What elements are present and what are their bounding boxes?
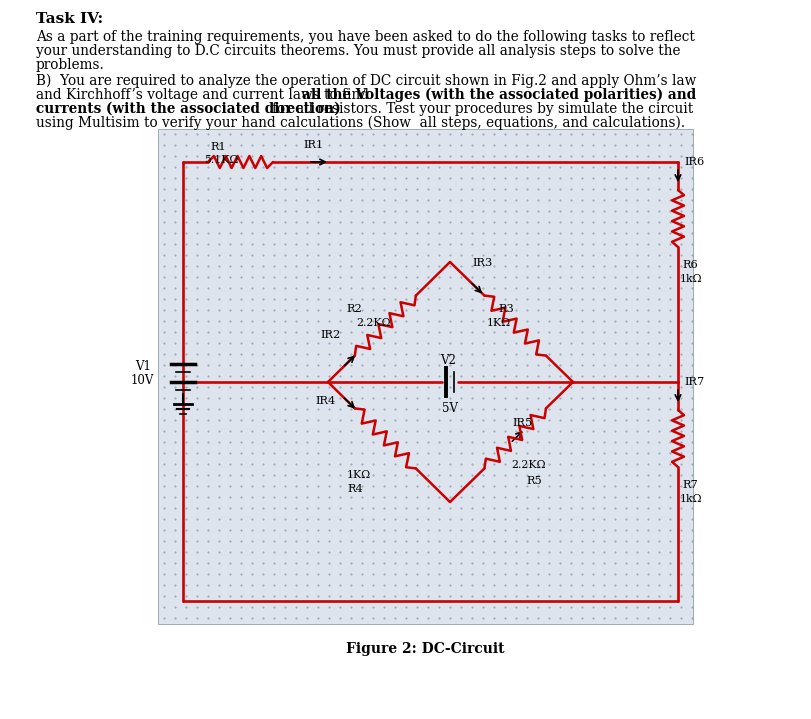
Text: Figure 2: DC-Circuit: Figure 2: DC-Circuit — [346, 642, 504, 656]
Text: and Kirchhoff’s voltage and current laws to find: and Kirchhoff’s voltage and current laws… — [36, 88, 373, 102]
Text: 2.2KΩ: 2.2KΩ — [356, 318, 391, 328]
Text: 5V: 5V — [442, 402, 458, 415]
Text: 1KΩ: 1KΩ — [487, 318, 511, 328]
Text: IR5: IR5 — [513, 418, 533, 428]
Text: 1KΩ: 1KΩ — [347, 470, 371, 480]
Text: problems.: problems. — [36, 58, 105, 72]
Text: IR4: IR4 — [315, 395, 335, 406]
Text: 5.1KΩ: 5.1KΩ — [204, 155, 238, 165]
Text: R3: R3 — [499, 304, 514, 314]
Text: 1kΩ: 1kΩ — [680, 274, 702, 284]
Text: R4: R4 — [347, 484, 363, 494]
Text: IR7: IR7 — [684, 377, 704, 387]
Text: 10V: 10V — [131, 374, 154, 387]
Text: IR2: IR2 — [320, 331, 340, 340]
Text: V2: V2 — [440, 354, 456, 367]
Text: R7: R7 — [682, 480, 697, 490]
Text: all the Voltages (with the associated polarities) and: all the Voltages (with the associated po… — [302, 88, 696, 102]
Text: for all resistors. Test your procedures by simulate the circuit: for all resistors. Test your procedures … — [272, 102, 693, 116]
Text: R5: R5 — [526, 476, 543, 486]
Text: As a part of the training requirements, you have been asked to do the following : As a part of the training requirements, … — [36, 30, 695, 44]
Text: R6: R6 — [682, 260, 697, 270]
Text: B)  You are required to analyze the operation of DC circuit shown in Fig.2 and a: B) You are required to analyze the opera… — [36, 74, 697, 88]
Text: IR6: IR6 — [684, 157, 704, 167]
Text: 2.2KΩ: 2.2KΩ — [512, 460, 546, 470]
Text: your understanding to D.C circuits theorems. You must provide all analysis steps: your understanding to D.C circuits theor… — [36, 44, 680, 58]
Text: IR1: IR1 — [303, 140, 324, 150]
Bar — [158, 129, 693, 624]
Text: currents (with the associated direction): currents (with the associated direction) — [36, 102, 341, 116]
Text: 1kΩ: 1kΩ — [680, 493, 702, 503]
Text: IR3: IR3 — [472, 258, 492, 268]
Text: using Multisim to verify your hand calculations (Show  all steps, equations, and: using Multisim to verify your hand calcu… — [36, 116, 685, 130]
Text: R1: R1 — [210, 142, 225, 152]
Text: Task IV:: Task IV: — [36, 12, 103, 26]
Text: V1: V1 — [135, 360, 151, 373]
Text: R2: R2 — [346, 304, 362, 314]
